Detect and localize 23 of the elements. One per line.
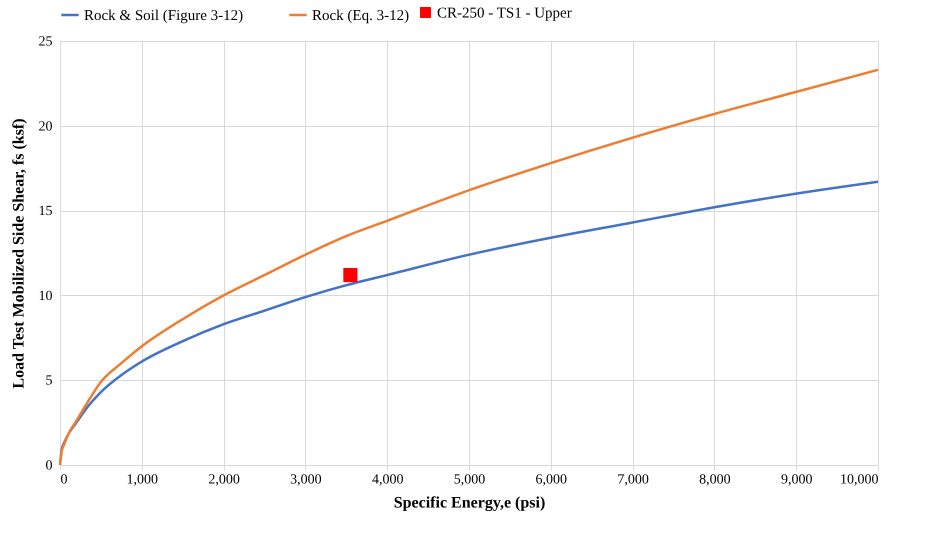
x-tick-label: 4,000: [372, 472, 404, 488]
x-tick-label: 5,000: [454, 472, 486, 488]
y-tick-label: 5: [46, 374, 52, 389]
x-tick-label: 3,000: [290, 472, 322, 488]
x-tick-label: 6,000: [536, 472, 568, 488]
x-tick-label: 2,000: [208, 472, 240, 488]
y-tick-label: 15: [38, 204, 52, 220]
y-tick-label: 0: [46, 458, 52, 474]
y-tick-label: 25: [38, 34, 52, 50]
legend-label: Rock (Eq. 3-12): [312, 8, 410, 24]
x-tick-label: 7,000: [617, 472, 649, 488]
y-tick-label: 10: [38, 288, 52, 304]
y-tick-label: 20: [38, 119, 52, 134]
line-series: [58, 68, 880, 466]
x-tick-label: 0: [60, 472, 68, 488]
y-axis-title: Load Test Mobilized Side Shear, fs (ksf): [10, 118, 28, 389]
x-tick-label: 8,000: [699, 472, 731, 488]
legend-label: Rock & Soil (Figure 3-12): [84, 8, 244, 24]
x-tick-label: 10,000: [840, 472, 878, 488]
legend-label: CR-250 - TS1 - Upper: [437, 6, 572, 22]
x-tick-label: 9,000: [780, 472, 812, 488]
x-tick-label: 1,000: [126, 472, 158, 488]
x-axis-title: Specific Energy,e (psi): [394, 494, 546, 512]
